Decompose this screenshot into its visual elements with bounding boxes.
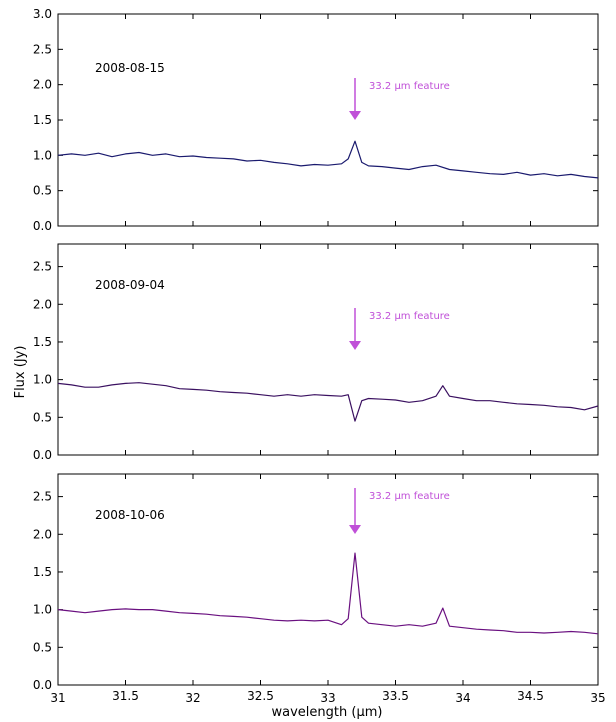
y-tick-label: 2.0 [33,527,52,541]
y-tick-label: 2.0 [33,78,52,92]
y-tick-label: 0.0 [33,448,52,462]
x-axis-label: wavelength (μm) [272,705,383,720]
y-tick-label: 1.0 [33,373,52,387]
annotation-label: 33.2 μm feature [369,491,450,502]
y-tick-label: 1.5 [33,565,52,579]
x-tick-label: 32.5 [247,689,274,703]
flux-series-line [57,382,599,422]
y-tick-label: 0.5 [33,410,52,424]
panel-2: 0.0 0.5 1.0 1.5 2.0 2.5 2008-09-04 33.2 μm feat… [33,243,599,462]
panel-date-label: 2008-08-15 [95,61,165,75]
x-tick-label: 31.5 [112,689,139,703]
y-tick-label: 0.0 [33,219,52,233]
flux-series-line [57,552,599,635]
plot-frame [57,243,599,456]
plot-frame [57,473,599,686]
annotation-arrow-head [349,525,361,534]
annotation-label: 33.2 μm feature [369,81,450,92]
y-tick-label: 2.5 [33,260,52,274]
flux-series-line [57,140,599,179]
annotation-arrow-head [349,111,361,120]
panel-3: 0.0 0.5 1.0 1.5 2.0 2.5 31 31.5 32 32.5 33 33.5 34 34… [33,473,606,705]
y-tick-label: 1.5 [33,335,52,349]
x-tick-label: 34 [455,691,470,705]
y-tick-label: 0.5 [33,184,52,198]
y-tick-label: 2.5 [33,490,52,504]
y-tick-label: 1.0 [33,148,52,162]
y-tick-label: 2.0 [33,297,52,311]
panel-date-label: 2008-09-04 [95,278,165,292]
panel-date-label: 2008-10-06 [95,508,165,522]
x-tick-label: 34.5 [517,689,544,703]
y-tick-label: 1.5 [33,113,52,127]
panel-1: 0.0 0.5 1.0 1.5 2.0 2.5 3.0 2008-08-15 33.2 μm f… [33,7,599,233]
y-axis-label: Flux (Jy) [13,346,28,399]
x-tick-label: 33.5 [382,689,409,703]
x-tick-label: 33 [320,691,335,705]
x-tick-label: 31 [50,691,65,705]
x-tick-label: 35 [590,691,605,705]
y-tick-label: 0.5 [33,640,52,654]
y-tick-label: 2.5 [33,42,52,56]
y-tick-label: 1.0 [33,603,52,617]
annotation-arrow-head [349,341,361,350]
y-tick-label: 3.0 [33,7,52,21]
plot-frame [57,13,599,227]
panels-group: 0.0 0.5 1.0 1.5 2.0 2.5 3.0 2008-08-15 33.2 μm f… [33,7,606,705]
y-tick-label: 0.0 [33,678,52,692]
annotation-label: 33.2 μm feature [369,311,450,322]
x-tick-label: 32 [185,691,200,705]
